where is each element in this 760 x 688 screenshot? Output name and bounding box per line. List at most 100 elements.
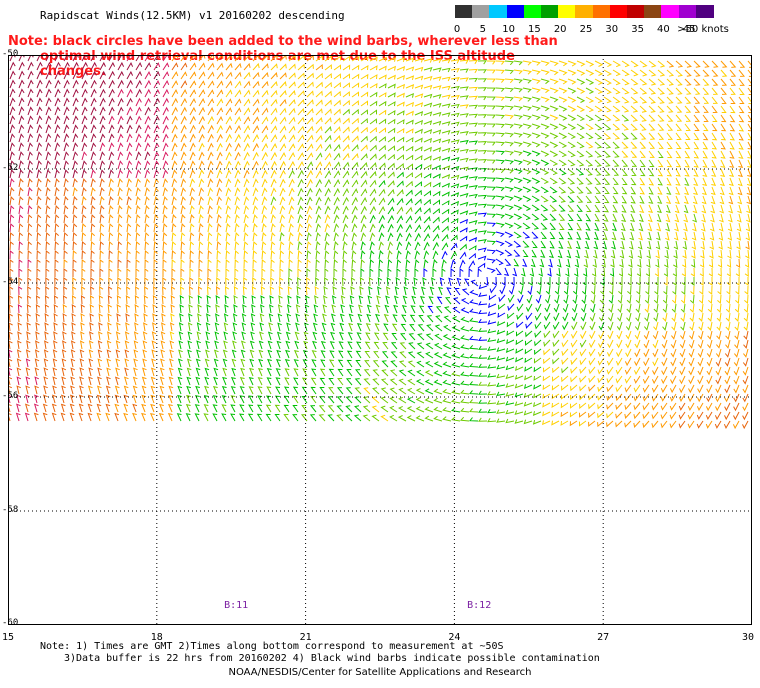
wind-barb — [369, 197, 377, 206]
wind-barb — [734, 330, 740, 340]
wind-barb — [678, 411, 686, 420]
wind-barb — [144, 277, 149, 287]
wind-barb — [16, 367, 22, 377]
wind-barb — [522, 204, 532, 211]
wind-barb — [275, 368, 281, 377]
wind-barb — [612, 150, 620, 158]
wind-barb — [531, 132, 541, 139]
wind-barb — [737, 177, 743, 187]
wind-barb — [339, 322, 345, 332]
wind-barb — [415, 406, 425, 413]
wind-barb — [621, 159, 629, 167]
wind-barb — [321, 322, 327, 332]
wind-barb — [522, 258, 528, 267]
wind-barb — [188, 286, 194, 296]
wind-barb — [679, 339, 686, 349]
wind-barb — [171, 71, 179, 80]
wind-barb — [345, 378, 353, 386]
wind-barb — [252, 142, 259, 152]
wind-barb — [468, 252, 476, 260]
wind-barb — [195, 385, 201, 395]
wind-barb — [655, 240, 661, 250]
wind-barb — [387, 214, 395, 224]
wind-barb — [287, 295, 292, 305]
wind-barb — [141, 376, 147, 386]
wind-barb — [735, 285, 740, 296]
wind-barb — [555, 277, 560, 286]
wind-barb — [738, 60, 746, 68]
wind-barb — [419, 296, 425, 305]
wind-barb — [345, 405, 353, 413]
wind-barb — [288, 72, 296, 80]
wind-barb — [738, 105, 745, 114]
wind-barb — [198, 160, 205, 170]
wind-barb — [450, 94, 460, 100]
wind-barb — [744, 277, 749, 286]
footnote-line-2: 3)Data buffer is 22 hrs from 20160202 4)… — [64, 653, 600, 664]
wind-barb — [198, 71, 206, 80]
wind-barb — [585, 78, 595, 85]
wind-barb — [746, 213, 751, 223]
wind-barb — [258, 358, 264, 368]
wind-barb — [206, 286, 212, 296]
wind-barb — [369, 214, 376, 224]
wind-barb — [225, 62, 233, 71]
wind-barb — [711, 150, 717, 159]
wind-barb — [524, 348, 533, 355]
wind-barb — [585, 213, 592, 222]
wind-barb — [216, 258, 221, 269]
wind-barb — [216, 205, 222, 215]
wind-barb — [9, 151, 15, 161]
wind-barb — [261, 71, 269, 80]
wind-barb — [383, 323, 389, 332]
wind-barb — [252, 241, 258, 251]
wind-barb — [153, 169, 160, 179]
wind-barb — [718, 222, 724, 232]
colorbar-swatch — [558, 5, 577, 18]
wind-barb — [54, 88, 61, 98]
wind-barb — [600, 277, 605, 286]
wind-barb — [305, 295, 310, 305]
wind-barb — [216, 223, 222, 233]
wind-barb — [261, 241, 267, 251]
wind-barb — [563, 285, 569, 296]
wind-barb — [532, 419, 542, 425]
wind-barb — [294, 340, 300, 350]
wind-barb — [260, 286, 266, 296]
wind-barb — [178, 340, 184, 350]
wind-barb — [206, 304, 211, 314]
wind-barb — [621, 78, 630, 86]
wind-barb — [144, 142, 151, 152]
wind-barb — [441, 191, 450, 197]
wind-barb — [450, 112, 460, 118]
wind-barb — [522, 78, 532, 84]
wind-barb — [88, 349, 94, 359]
wind-barb — [423, 241, 430, 251]
wind-barb — [707, 294, 713, 305]
wind-barb — [478, 363, 488, 368]
wind-barb — [594, 96, 603, 104]
wind-barb — [725, 321, 731, 331]
wind-barb — [243, 62, 251, 71]
wind-barb — [672, 277, 677, 286]
wind-barb — [425, 342, 434, 350]
wind-barb — [134, 322, 139, 332]
wind-barb — [207, 187, 214, 197]
wind-barb — [97, 340, 103, 350]
wind-barb — [504, 186, 514, 192]
wind-barb — [636, 277, 641, 286]
wind-barb — [602, 240, 608, 250]
wind-barb — [27, 277, 32, 287]
wind-barb — [576, 141, 585, 149]
wind-barb — [405, 154, 414, 161]
wind-barb — [414, 268, 419, 277]
wind-barb — [615, 411, 623, 419]
wind-barb — [639, 132, 647, 140]
wind-barb — [354, 378, 362, 386]
wind-barb — [189, 133, 196, 143]
wind-barb — [170, 313, 175, 323]
wind-barb — [540, 249, 546, 258]
wind-barb — [477, 194, 487, 200]
wind-barb — [531, 213, 540, 221]
wind-barb — [617, 303, 623, 313]
